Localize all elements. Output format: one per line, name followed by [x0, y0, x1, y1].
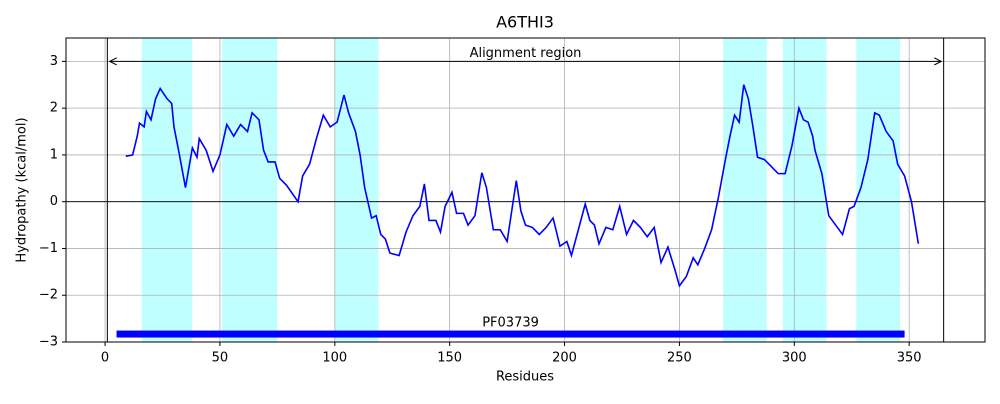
- highlight-span: [723, 38, 767, 342]
- highlight-span: [334, 38, 379, 342]
- y-tick-label: 2: [50, 101, 58, 116]
- highlight-span: [222, 38, 278, 342]
- y-tick-label: 3: [50, 54, 58, 69]
- y-tick-label: −1: [39, 241, 58, 256]
- x-tick-label: 150: [437, 351, 462, 366]
- domain-bar: [116, 330, 905, 338]
- y-axis-label: Hydropathy (kcal/mol): [15, 117, 30, 262]
- x-tick-label: 200: [552, 351, 577, 366]
- x-tick-label: 100: [322, 351, 347, 366]
- arrow-head: [108, 57, 117, 66]
- x-axis-label: Residues: [496, 370, 554, 385]
- arrow-head: [934, 57, 943, 66]
- highlight-span: [782, 38, 827, 342]
- x-tick-label: 300: [782, 351, 807, 366]
- y-tick-label: 1: [50, 147, 58, 162]
- plot-frame: [65, 37, 986, 343]
- x-tick-label: 350: [897, 351, 922, 366]
- y-tick-label: −3: [39, 335, 58, 350]
- data-line: [125, 84, 920, 288]
- highlight-span: [856, 38, 900, 342]
- y-tick-label: 0: [50, 194, 58, 209]
- x-tick-label: 50: [212, 351, 229, 366]
- chart-title: A6THI3: [496, 13, 554, 32]
- x-tick-label: 250: [667, 351, 692, 366]
- y-tick-label: −2: [39, 288, 58, 303]
- highlight-span: [141, 38, 193, 342]
- domain-label: PF03739: [482, 316, 539, 331]
- annotation-label: Alignment region: [470, 46, 582, 61]
- x-tick-label: 0: [101, 351, 109, 366]
